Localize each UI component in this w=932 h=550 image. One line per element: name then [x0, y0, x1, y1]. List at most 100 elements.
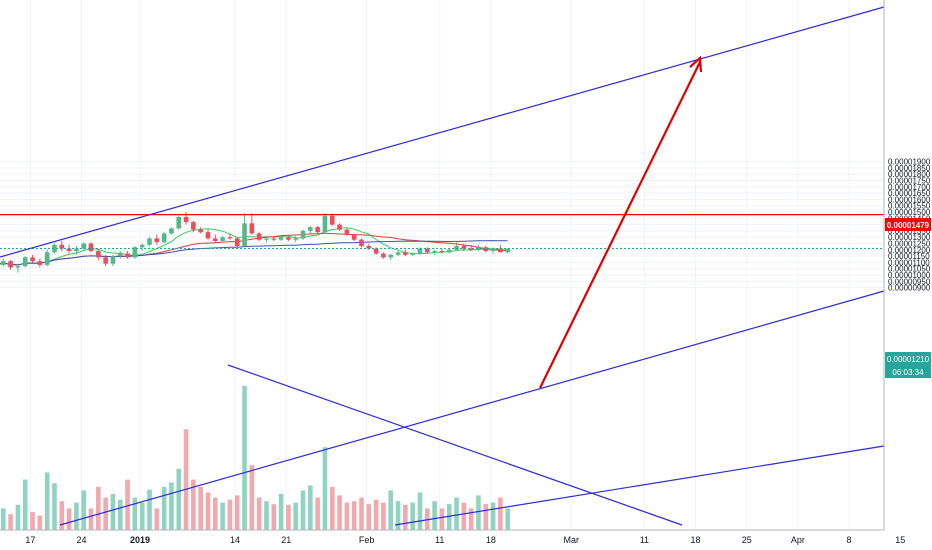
- candle-body: [227, 237, 233, 239]
- candle-body: [264, 238, 269, 240]
- drawings: [0, 6, 885, 526]
- price-axis-panel[interactable]: [884, 0, 932, 530]
- candle-body: [490, 248, 496, 252]
- volume-bar: [59, 501, 65, 530]
- candle-body: [271, 238, 277, 240]
- candle-body: [395, 252, 401, 255]
- candle-body: [410, 253, 415, 255]
- candle-body: [198, 229, 203, 233]
- candle-body: [59, 244, 65, 249]
- price-tick-label: 0.00001300: [888, 233, 931, 242]
- time-tick-label: 8: [847, 535, 852, 545]
- time-tick-label: Feb: [359, 535, 375, 545]
- price-tick-label: 0.00001050: [888, 265, 931, 274]
- volume-bar: [1, 508, 6, 530]
- time-axis-ticks: 17 24 2019 14 21 Feb 11 18 Mar 11 18 25 Apr 8 15: [25, 535, 905, 545]
- candle-body: [403, 252, 408, 255]
- candle-body: [110, 256, 116, 264]
- candle-body: [161, 233, 167, 243]
- volume-bar: [256, 497, 262, 530]
- candle-body: [461, 246, 467, 249]
- volume-bar: [308, 485, 313, 530]
- candle-body: [454, 246, 459, 250]
- countdown-label: 06:03:34: [892, 368, 924, 377]
- volume-bar: [476, 495, 481, 530]
- candle-body: [483, 247, 489, 252]
- volume-bar: [454, 497, 459, 530]
- volume-bar: [300, 490, 306, 530]
- price-tick-label: 0.00001500: [888, 208, 931, 217]
- volume-bar: [37, 515, 43, 530]
- volume-bar: [359, 497, 364, 530]
- candle-body: [498, 248, 503, 253]
- current-price-tag: 0.00001210 06:03:34: [885, 352, 931, 378]
- volume-bar: [154, 508, 160, 530]
- candle-body: [169, 228, 174, 234]
- time-tick-label: 14: [230, 535, 240, 545]
- candle-body: [300, 230, 306, 239]
- candle-body: [308, 227, 313, 231]
- volume-bar: [103, 497, 108, 530]
- candle-body: [468, 248, 474, 250]
- candle-body: [337, 224, 342, 230]
- volume-bar: [344, 502, 350, 530]
- candle-body: [205, 232, 211, 239]
- candle-body: [1, 261, 6, 265]
- volume-bar: [74, 502, 79, 530]
- candle-body: [8, 261, 13, 268]
- volume-bar: [446, 504, 452, 530]
- moving-averages: [0, 227, 508, 266]
- candle-body: [315, 227, 320, 233]
- volume-bar: [337, 495, 342, 530]
- bottom-channel-line: [394, 445, 885, 526]
- volume-bars: [1, 386, 510, 530]
- volume-bar: [227, 499, 233, 530]
- volume-bar: [417, 492, 423, 530]
- volume-bar: [125, 479, 130, 530]
- volume-bar: [88, 508, 94, 530]
- candle-body: [293, 238, 299, 240]
- candle-body: [66, 248, 72, 252]
- volume-bar: [278, 494, 284, 530]
- projection-arrow: [539, 61, 701, 389]
- candle-body: [278, 237, 284, 240]
- projection-arrow-head: [689, 55, 703, 73]
- candle-body: [234, 238, 240, 247]
- candle-body: [249, 223, 255, 234]
- candle-body: [22, 257, 28, 267]
- volume-bar: [322, 447, 328, 530]
- candle-body: [30, 257, 35, 262]
- candle-body: [191, 222, 196, 230]
- volume-bar: [81, 490, 87, 530]
- resistance-price-tag: 0.00001479: [885, 218, 931, 231]
- volume-bar: [395, 501, 401, 530]
- price-tick-label: 0.00001550: [888, 202, 931, 211]
- lower-channel-line: [59, 290, 885, 526]
- volume-bar: [205, 492, 211, 530]
- price-tick-label: 0.00001800: [888, 170, 931, 179]
- time-tick-label: 21: [281, 535, 291, 545]
- candle-body: [329, 215, 335, 225]
- candle-body: [424, 248, 430, 253]
- candle-body: [213, 238, 218, 241]
- price-tick-label: 0.00001900: [888, 158, 931, 167]
- volume-bar: [410, 502, 415, 530]
- volume-bar: [30, 512, 35, 530]
- candle-body: [96, 251, 101, 258]
- volume-bar: [44, 472, 50, 530]
- ma-slow-line: [0, 240, 508, 266]
- candle-body: [15, 266, 21, 268]
- price-tick-label: 0.00001650: [888, 189, 931, 198]
- time-axis-panel[interactable]: [0, 530, 932, 550]
- volume-bar: [329, 486, 335, 530]
- price-tick-label: 0.00000950: [888, 277, 931, 286]
- candles: [1, 212, 510, 273]
- price-tick-label: 0.00001200: [888, 246, 931, 255]
- time-tick-label: 18: [486, 535, 496, 545]
- time-tick-label: 24: [77, 535, 87, 545]
- candle-body: [183, 217, 189, 223]
- candle-body: [417, 248, 423, 254]
- candle-body: [74, 248, 79, 252]
- candle-body: [52, 244, 57, 253]
